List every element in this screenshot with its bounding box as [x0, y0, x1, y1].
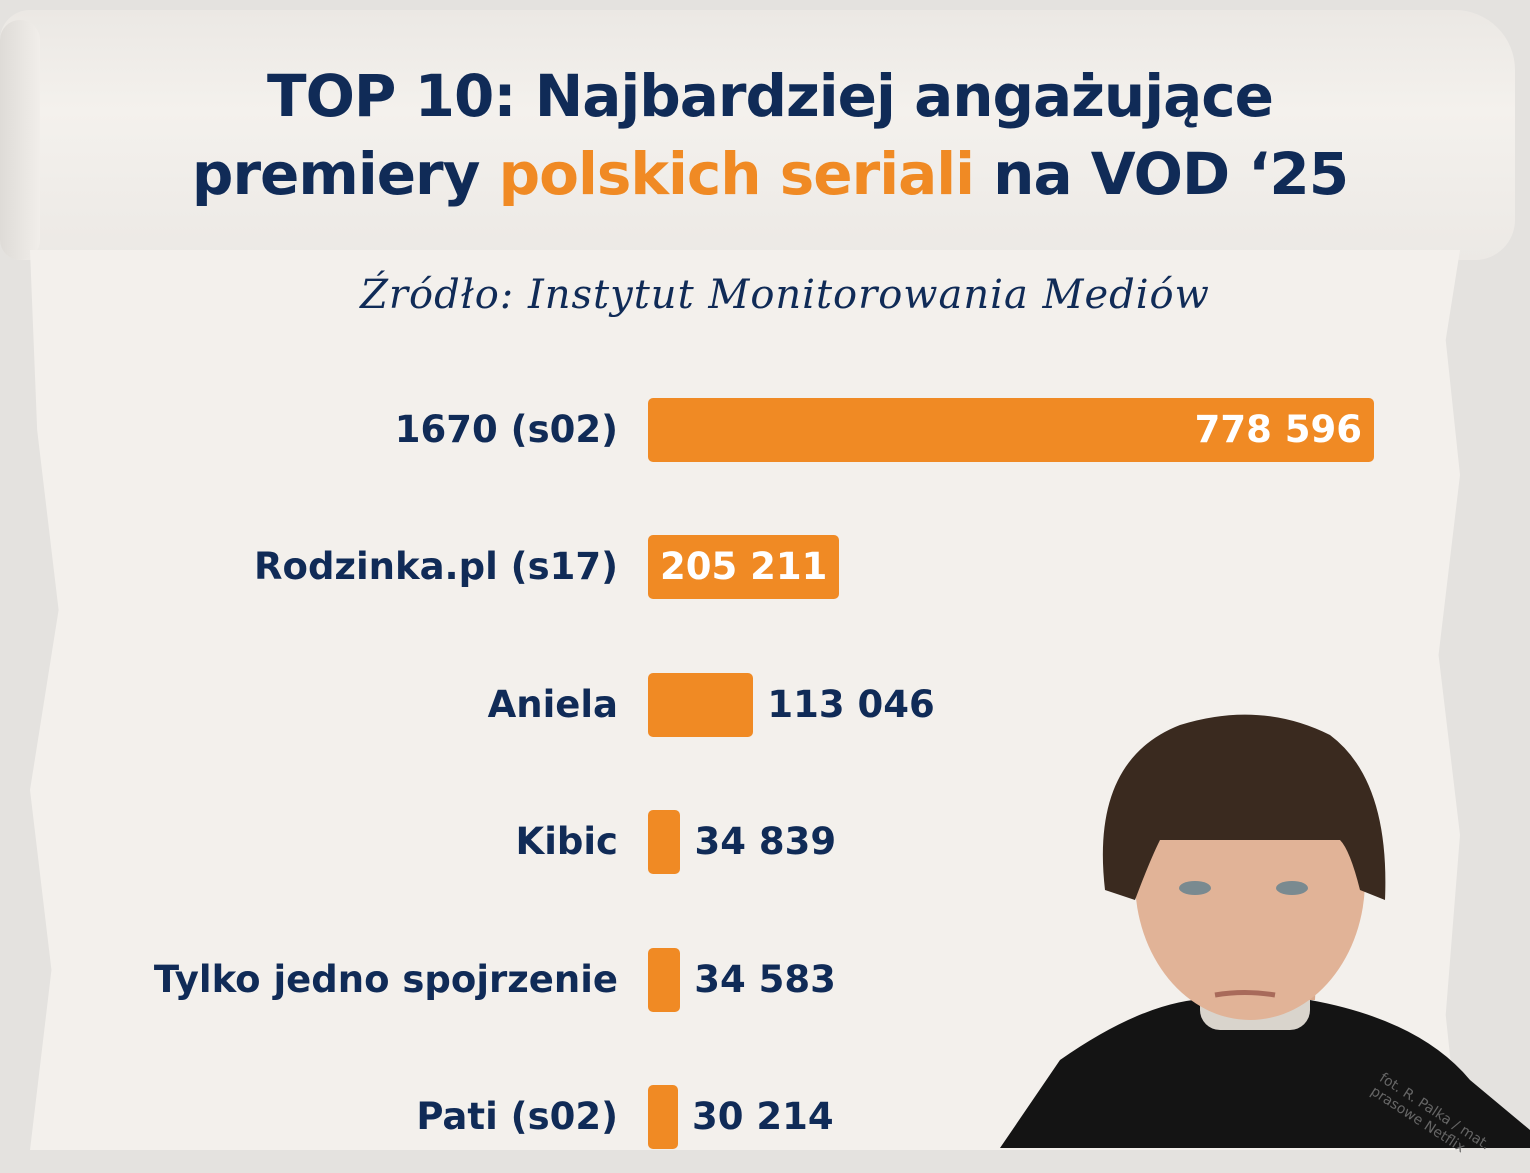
category-label: 1670 (s02) — [394, 408, 618, 451]
value-label: 34 583 — [694, 957, 836, 1001]
coat — [1000, 998, 1530, 1148]
value-label: 113 046 — [767, 682, 935, 726]
hair — [1102, 714, 1386, 900]
eye-left — [1179, 881, 1211, 895]
eye-right — [1276, 881, 1308, 895]
title-line-1: TOP 10: Najbardziej angażujące — [267, 62, 1274, 130]
value-label: 30 214 — [692, 1095, 834, 1138]
category-label: Kibic — [515, 820, 618, 864]
bar — [648, 672, 754, 737]
source-caption: Źródło: Instytut Monitorowania Mediów — [360, 272, 1210, 318]
category-label: Pati (s02) — [416, 1095, 618, 1138]
category-label: Tylko jedno spojrzenie — [153, 957, 618, 1001]
title-line-2-post: na VOD ‘25 — [973, 140, 1349, 208]
value-label: 778 596 — [1194, 408, 1362, 451]
value-label: 34 839 — [694, 820, 837, 864]
bar — [648, 535, 840, 600]
category-label: Aniela — [487, 682, 618, 726]
mouth — [1214, 990, 1276, 998]
value-label: 205 211 — [660, 545, 828, 589]
title-line-2: premiery polskich seriali na VOD ‘25 — [0, 140, 1530, 208]
scroll-roll — [0, 20, 40, 260]
bar — [648, 810, 681, 875]
title-accent: polskich seriali — [498, 140, 975, 208]
bar — [648, 398, 1374, 462]
title-line-2-pre: premiery — [191, 140, 499, 208]
bar-chart: 1670 (s02) 778 596 Rodzinka.pl (s17) 205 21… — [153, 398, 1374, 1149]
bar — [648, 1085, 678, 1149]
bar — [648, 947, 681, 1012]
actor-photo — [1000, 714, 1530, 1148]
category-label: Rodzinka.pl (s17) — [254, 545, 618, 589]
scroll-paper-top — [0, 10, 1515, 260]
